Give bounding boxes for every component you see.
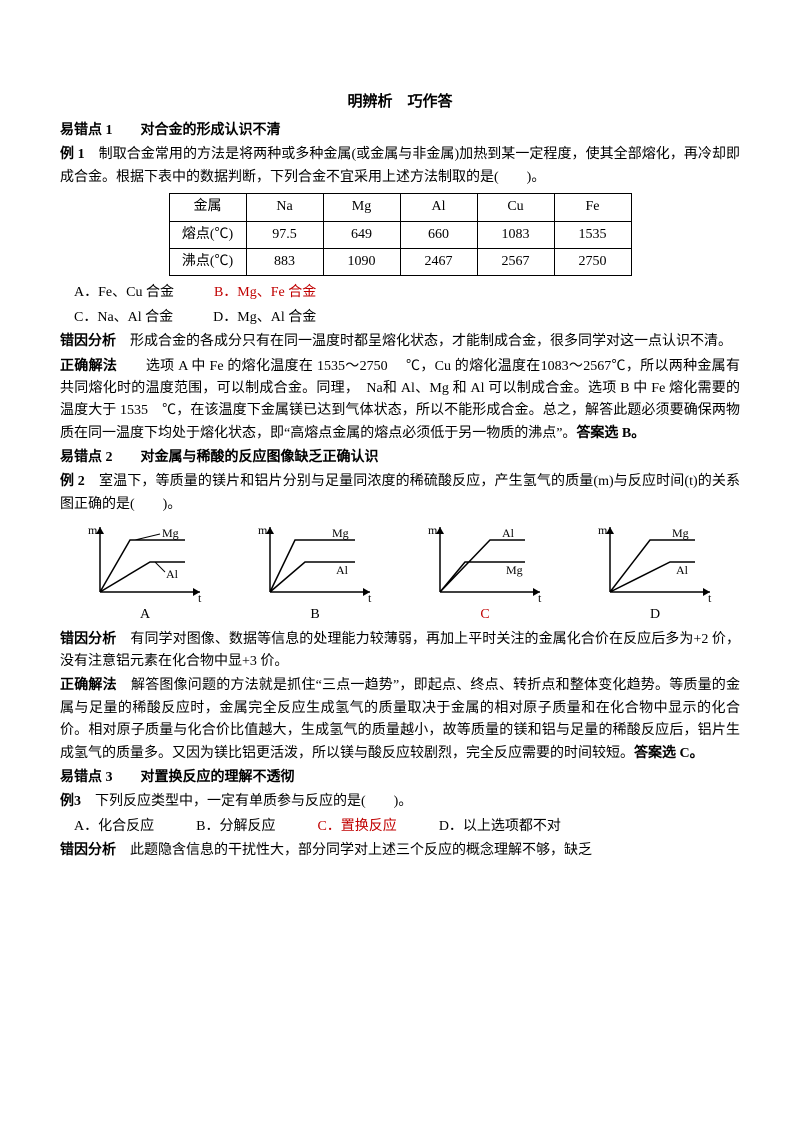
wrong-analysis-3-text: 此题隐含信息的干扰性大，部分同学对上述三个反应的概念理解不够，缺乏 (116, 843, 592, 858)
chart-b: Mg Al m t B (245, 522, 385, 626)
option-b: B．Mg、Fe 合金 (214, 285, 316, 300)
correct-method-1: 正确解法 选项 A 中 Fe 的熔化温度在 1535～2750 ℃，Cu 的熔化… (60, 356, 740, 446)
chart-label-al: Al (676, 563, 689, 577)
chart-label-mg: Mg (332, 526, 349, 540)
chart-label-al: Al (336, 563, 349, 577)
wrong-analysis-3-label: 错因分析 (60, 843, 116, 858)
chart-label-mg: Mg (672, 526, 689, 540)
chart-label-al: Al (166, 567, 179, 581)
correct-method-1-answer: 答案选 B。 (576, 426, 645, 441)
cell: 2750 (554, 248, 631, 275)
chart-c: Al Mg m t C (415, 522, 555, 626)
example-3-label: 例3 (60, 794, 81, 809)
cell: 2567 (477, 248, 554, 275)
wrong-analysis-3: 错因分析 此题隐含信息的干扰性大，部分同学对上述三个反应的概念理解不够，缺乏 (60, 840, 740, 862)
cell: 660 (400, 221, 477, 248)
chart-c-svg: Al Mg m t (420, 522, 550, 602)
cell: 649 (323, 221, 400, 248)
axis-y: m (598, 523, 608, 537)
chart-label-mg: Mg (162, 526, 179, 540)
option-d: D．以上选项都不对 (439, 819, 561, 834)
chart-a: Mg Al m t A (75, 522, 215, 626)
chart-b-label: B (245, 604, 385, 626)
example-3-text: 下列反应类型中，一定有单质参与反应的是( )。 (81, 794, 412, 809)
wrong-analysis-1-text: 形成合金的各成分只有在同一温度时都呈熔化状态，才能制成合金，很多同学对这一点认识… (116, 334, 732, 349)
option-a: A．化合反应 (74, 819, 154, 834)
wrong-analysis-2: 错因分析 有同学对图像、数据等信息的处理能力较薄弱，再加上平时关注的金属化合价在… (60, 629, 740, 674)
correct-method-1-label: 正确解法 (60, 359, 117, 374)
example-2-text: 室温下，等质量的镁片和铝片分别与足量同浓度的稀硫酸反应，产生氢气的质量(m)与反… (60, 474, 740, 511)
example-1-label: 例 1 (60, 147, 85, 162)
axis-x: t (538, 591, 542, 602)
chart-a-label: A (75, 604, 215, 626)
cell: Fe (554, 194, 631, 221)
example-1: 例 1 制取合金常用的方法是将两种或多种金属(或金属与非金属)加热到某一定程度，… (60, 144, 740, 189)
wrong-analysis-2-label: 错因分析 (60, 632, 116, 647)
cell: 1535 (554, 221, 631, 248)
charts-row: Mg Al m t A Mg Al m t B (60, 522, 740, 626)
cell: 沸点(℃) (169, 248, 246, 275)
wrong-analysis-1-label: 错因分析 (60, 334, 116, 349)
axis-y: m (428, 523, 438, 537)
axis-y: m (88, 523, 98, 537)
error-point-2-heading: 易错点 2 对金属与稀酸的反应图像缺乏正确认识 (60, 447, 740, 469)
cell: 1083 (477, 221, 554, 248)
option-c: C．置换反应 (317, 819, 396, 834)
cell: 883 (246, 248, 323, 275)
error-point-3-heading: 易错点 3 对置换反应的理解不透彻 (60, 767, 740, 789)
metal-table: 金属 Na Mg Al Cu Fe 熔点(℃) 97.5 649 660 108… (169, 193, 632, 276)
correct-method-2: 正确解法 解答图像问题的方法就是抓住“三点一趋势”，即起点、终点、转折点和整体变… (60, 675, 740, 765)
chart-d-label: D (585, 604, 725, 626)
correct-method-2-text-a: 解答图像问题的方法就是抓住 (117, 678, 316, 693)
example-1-text: 制取合金常用的方法是将两种或多种金属(或金属与非金属)加热到某一定程度，使其全部… (60, 147, 740, 184)
chart-b-svg: Mg Al m t (250, 522, 380, 602)
cell: 1090 (323, 248, 400, 275)
option-b: B．分解反应 (196, 819, 275, 834)
options-3: A．化合反应 B．分解反应 C．置换反应 D．以上选项都不对 (74, 816, 740, 838)
page-title: 明辨析 巧作答 (60, 90, 740, 114)
options-1-line2: C．Na、Al 合金 D．Mg、Al 合金 (74, 307, 740, 329)
option-d: D．Mg、Al 合金 (213, 310, 316, 325)
axis-x: t (708, 591, 712, 602)
option-c: C．Na、Al 合金 (74, 310, 173, 325)
error-point-1-heading: 易错点 1 对合金的形成认识不清 (60, 120, 740, 142)
wrong-analysis-2-text: 有同学对图像、数据等信息的处理能力较薄弱，再加上平时关注的金属化合价在反应后多为… (60, 632, 740, 669)
cell: Al (400, 194, 477, 221)
option-a: A．Fe、Cu 合金 (74, 285, 174, 300)
correct-method-2-answer: 答案选 C。 (634, 746, 704, 761)
table-row: 金属 Na Mg Al Cu Fe (169, 194, 631, 221)
chart-label-al: Al (502, 526, 515, 540)
chart-d: Mg Al m t D (585, 522, 725, 626)
table-row: 沸点(℃) 883 1090 2467 2567 2750 (169, 248, 631, 275)
example-2: 例 2 室温下，等质量的镁片和铝片分别与足量同浓度的稀硫酸反应，产生氢气的质量(… (60, 471, 740, 516)
cell: Mg (323, 194, 400, 221)
cell: Cu (477, 194, 554, 221)
cell: 2467 (400, 248, 477, 275)
example-3: 例3 下列反应类型中，一定有单质参与反应的是( )。 (60, 791, 740, 813)
axis-x: t (198, 591, 202, 602)
table-row: 熔点(℃) 97.5 649 660 1083 1535 (169, 221, 631, 248)
chart-d-svg: Mg Al m t (590, 522, 720, 602)
document-page: 明辨析 巧作答 易错点 1 对合金的形成认识不清 例 1 制取合金常用的方法是将… (0, 0, 800, 1130)
correct-method-1-quote: “高熔点金属的熔点必须低于另一物质的沸点”。 (284, 426, 576, 441)
correct-method-2-quote: “三点一趋势”， (316, 678, 414, 693)
wrong-analysis-1: 错因分析 形成合金的各成分只有在同一温度时都呈熔化状态，才能制成合金，很多同学对… (60, 331, 740, 353)
example-2-label: 例 2 (60, 474, 85, 489)
options-1-line1: A．Fe、Cu 合金 B．Mg、Fe 合金 (74, 282, 740, 304)
cell: Na (246, 194, 323, 221)
axis-x: t (368, 591, 372, 602)
cell: 97.5 (246, 221, 323, 248)
correct-method-2-label: 正确解法 (60, 678, 117, 693)
chart-a-svg: Mg Al m t (80, 522, 210, 602)
cell: 熔点(℃) (169, 221, 246, 248)
chart-c-label: C (415, 604, 555, 626)
axis-y: m (258, 523, 268, 537)
cell: 金属 (169, 194, 246, 221)
chart-label-mg: Mg (506, 563, 523, 577)
